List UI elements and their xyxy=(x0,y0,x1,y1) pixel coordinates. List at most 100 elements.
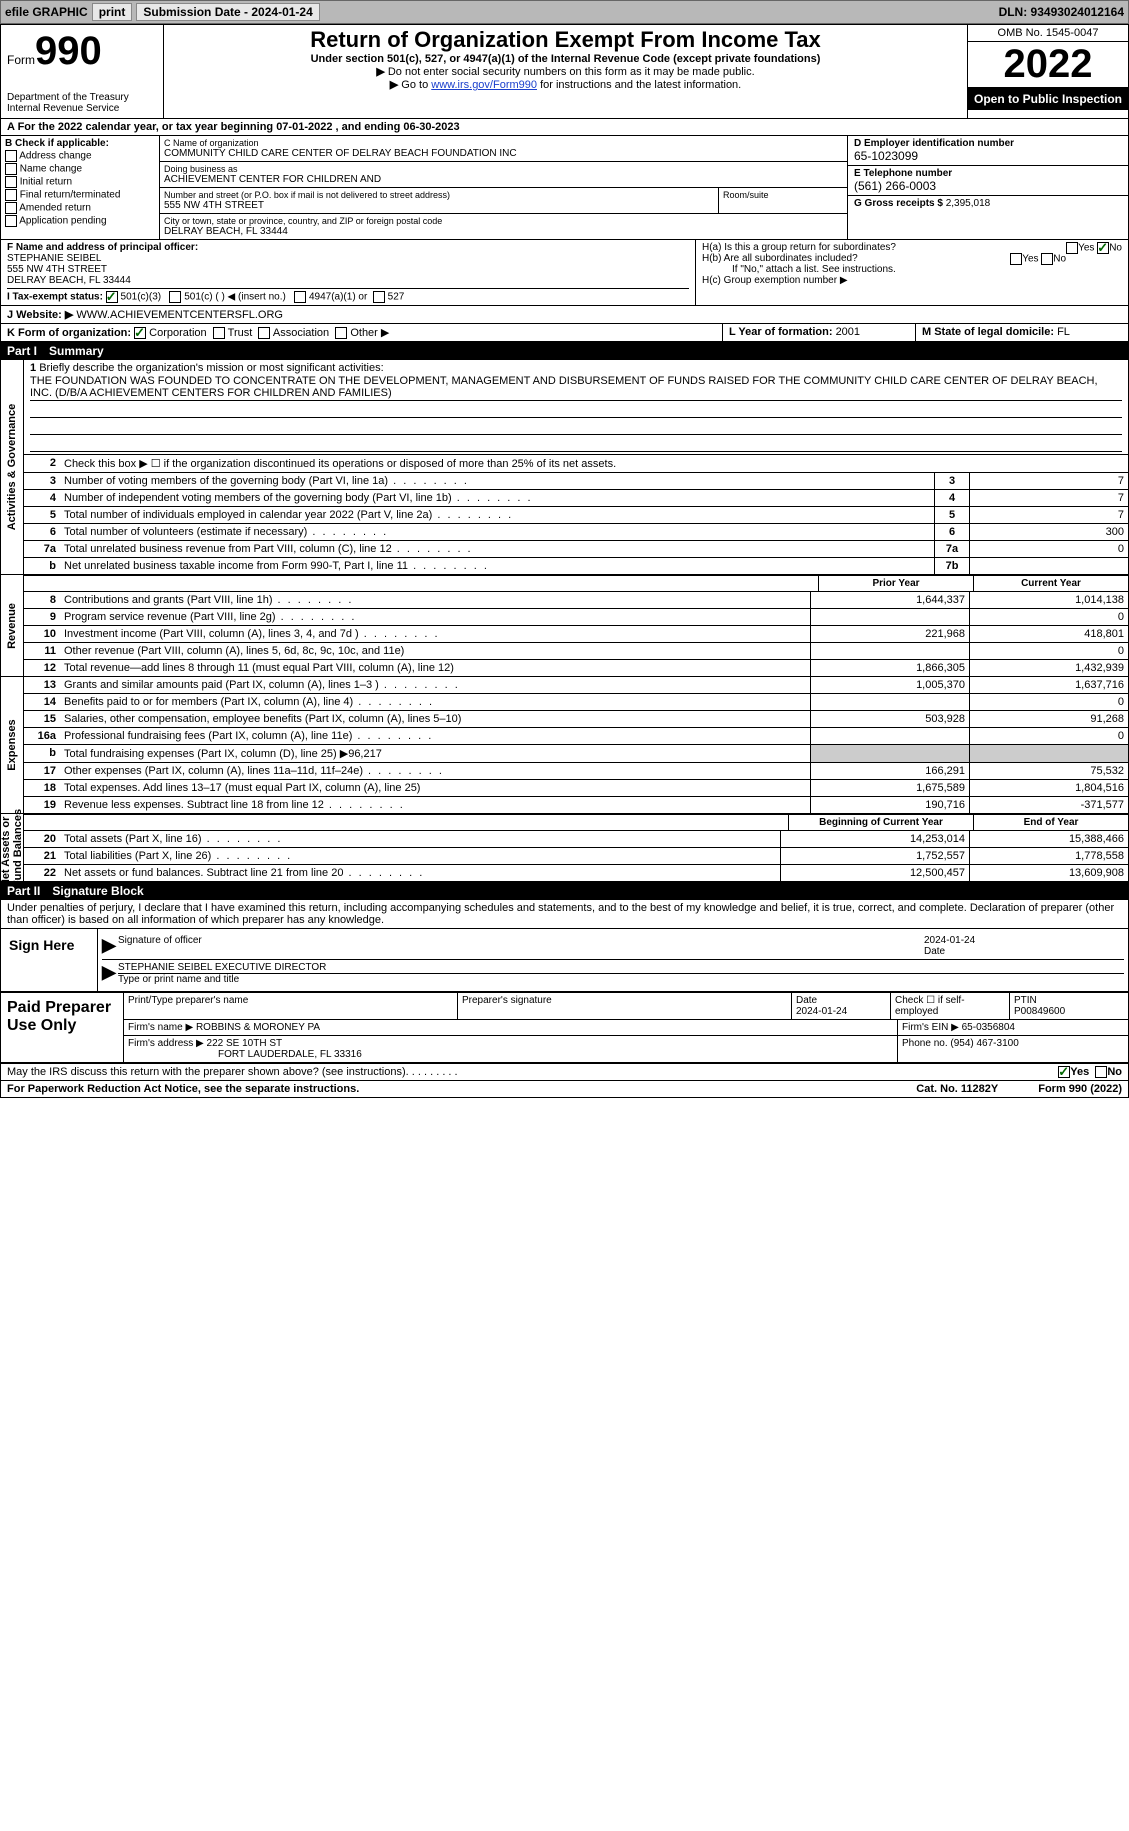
firm-phone-label: Phone no. xyxy=(902,1038,950,1049)
form-page-label: Form 990 (2022) xyxy=(1038,1083,1122,1095)
line-10: Investment income (Part VIII, column (A)… xyxy=(60,626,810,642)
prep-selfemp-label: Check ☐ if self-employed xyxy=(891,993,1010,1019)
part-2-title: Signature Block xyxy=(52,884,143,898)
officer-name: STEPHANIE SEIBEL xyxy=(7,253,101,264)
ein-value: 65-1023099 xyxy=(854,149,1122,163)
tax-year: 2022 xyxy=(968,42,1128,88)
efile-label: efile GRAPHIC xyxy=(5,5,88,19)
vert-label-governance: Activities & Governance xyxy=(1,360,24,574)
yes-label: Yes xyxy=(1070,1066,1089,1078)
ptin-label: PTIN xyxy=(1014,995,1037,1006)
checkbox-icon[interactable] xyxy=(373,291,385,303)
line-10-current: 418,801 xyxy=(969,626,1128,642)
line-17-current: 75,532 xyxy=(969,763,1128,779)
irs-link[interactable]: www.irs.gov/Form990 xyxy=(431,79,537,91)
col-b-checkboxes: B Check if applicable: Address change Na… xyxy=(1,136,160,239)
checkbox-icon[interactable] xyxy=(335,327,347,339)
checkbox-icon[interactable] xyxy=(1041,253,1053,265)
opt-trust: Trust xyxy=(228,327,253,339)
year-formed-value: 2001 xyxy=(836,326,860,338)
checkbox-icon[interactable] xyxy=(5,150,17,162)
omb-number: OMB No. 1545-0047 xyxy=(968,25,1128,42)
paid-preparer-block: Paid Preparer Use Only Print/Type prepar… xyxy=(1,993,1128,1064)
line-13-prior: 1,005,370 xyxy=(810,677,969,693)
paperwork-notice: For Paperwork Reduction Act Notice, see … xyxy=(7,1083,359,1095)
checkbox-icon[interactable] xyxy=(1095,1066,1107,1078)
checkbox-icon[interactable] xyxy=(213,327,225,339)
line-2: Check this box ▶ ☐ if the organization d… xyxy=(60,455,1128,472)
street-label: Number and street (or P.O. box if mail i… xyxy=(164,190,714,200)
line-12: Total revenue—add lines 8 through 11 (mu… xyxy=(60,660,810,676)
col-end-year: End of Year xyxy=(973,815,1128,830)
line-20: Total assets (Part X, line 16) xyxy=(60,831,780,847)
line-7a: Total unrelated business revenue from Pa… xyxy=(60,541,934,557)
dba-value: ACHIEVEMENT CENTER FOR CHILDREN AND xyxy=(164,174,843,185)
mission-text: THE FOUNDATION WAS FOUNDED TO CONCENTRAT… xyxy=(30,374,1122,401)
form-number: 990 xyxy=(35,29,102,74)
line-11-current: 0 xyxy=(969,643,1128,659)
line-19-prior: 190,716 xyxy=(810,797,969,813)
checkbox-icon[interactable] xyxy=(169,291,181,303)
sig-date-value: 2024-01-24 xyxy=(924,935,975,946)
line-18-current: 1,804,516 xyxy=(969,780,1128,796)
form-990-document: Form 990 Department of the Treasury Inte… xyxy=(0,24,1129,1098)
line-6-val: 300 xyxy=(969,524,1128,540)
website-label: J Website: ▶ xyxy=(7,309,73,321)
checkbox-icon[interactable] xyxy=(1010,253,1022,265)
sign-here-label: Sign Here xyxy=(1,929,98,991)
line-9-prior xyxy=(810,609,969,625)
mission-label: Briefly describe the organization's miss… xyxy=(39,362,383,374)
line-9: Program service revenue (Part VIII, line… xyxy=(60,609,810,625)
submission-date-label: Submission Date - 2024-01-24 xyxy=(136,3,319,21)
form-title: Return of Organization Exempt From Incom… xyxy=(170,27,961,53)
firm-phone-value: (954) 467-3100 xyxy=(950,1038,1018,1049)
print-button[interactable]: print xyxy=(92,3,133,21)
line-9-current: 0 xyxy=(969,609,1128,625)
row-j-website: J Website: ▶ WWW.ACHIEVEMENTCENTERSFL.OR… xyxy=(1,306,1128,324)
checkbox-icon[interactable] xyxy=(5,176,17,188)
opt-501c: 501(c) ( ) ◀ (insert no.) xyxy=(184,292,286,303)
firm-name-label: Firm's name ▶ xyxy=(128,1022,196,1033)
part-number: Part I xyxy=(7,344,37,358)
line-4: Number of independent voting members of … xyxy=(60,490,934,506)
prep-date-value: 2024-01-24 xyxy=(796,1006,847,1017)
checkbox-icon[interactable] xyxy=(258,327,270,339)
firm-addr-value: 222 SE 10TH ST xyxy=(207,1038,283,1049)
header-right: OMB No. 1545-0047 2022 Open to Public In… xyxy=(967,25,1128,118)
line-8: Contributions and grants (Part VIII, lin… xyxy=(60,592,810,608)
line-11: Other revenue (Part VIII, column (A), li… xyxy=(60,643,810,659)
line-4-val: 7 xyxy=(969,490,1128,506)
org-name-label: C Name of organization xyxy=(164,138,843,148)
checkbox-icon[interactable] xyxy=(1058,1066,1070,1078)
checkbox-icon[interactable] xyxy=(5,163,17,175)
checkbox-icon[interactable] xyxy=(5,189,17,201)
checkbox-icon[interactable] xyxy=(1066,242,1078,254)
line-22: Net assets or fund balances. Subtract li… xyxy=(60,865,780,881)
checkbox-icon[interactable] xyxy=(1097,242,1109,254)
checkbox-icon[interactable] xyxy=(5,215,17,227)
paid-preparer-label: Paid Preparer Use Only xyxy=(1,993,124,1062)
irs-discuss-row: May the IRS discuss this return with the… xyxy=(1,1064,1128,1080)
checkbox-icon[interactable] xyxy=(5,202,17,214)
website-value: WWW.ACHIEVEMENTCENTERSFL.ORG xyxy=(76,309,283,321)
vert-label-expenses: Expenses xyxy=(1,677,24,813)
city-label: City or town, state or province, country… xyxy=(164,216,843,226)
line-7b-val xyxy=(969,558,1128,574)
expenses-section: Expenses 13Grants and similar amounts pa… xyxy=(1,677,1128,814)
sig-date-label: Date xyxy=(924,946,945,957)
arrow-icon: ▶ xyxy=(102,935,118,957)
prep-sig-label: Preparer's signature xyxy=(462,995,552,1006)
state-value: FL xyxy=(1057,326,1070,338)
checkbox-icon[interactable] xyxy=(294,291,306,303)
header-middle: Return of Organization Exempt From Incom… xyxy=(164,25,967,118)
col-current-year: Current Year xyxy=(973,576,1128,591)
officer-typed-name: STEPHANIE SEIBEL EXECUTIVE DIRECTOR xyxy=(118,962,1124,974)
checkbox-icon[interactable] xyxy=(106,291,118,303)
opt-assoc: Association xyxy=(273,327,329,339)
dba-label: Doing business as xyxy=(164,164,843,174)
checkbox-icon[interactable] xyxy=(134,327,146,339)
line-14-current: 0 xyxy=(969,694,1128,710)
firm-addr-value2: FORT LAUDERDALE, FL 33316 xyxy=(128,1049,362,1060)
header-left: Form 990 Department of the Treasury Inte… xyxy=(1,25,164,118)
form-word: Form xyxy=(7,53,35,67)
